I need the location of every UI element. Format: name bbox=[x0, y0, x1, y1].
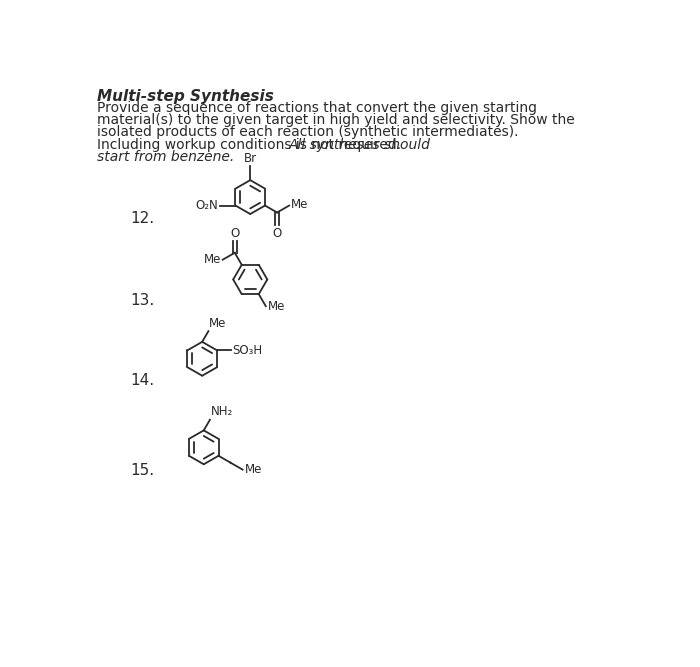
Text: SO₃H: SO₃H bbox=[232, 344, 262, 357]
Text: NH₂: NH₂ bbox=[211, 405, 233, 418]
Text: Br: Br bbox=[244, 151, 257, 165]
Text: 12.: 12. bbox=[130, 211, 154, 226]
Text: Me: Me bbox=[268, 300, 286, 313]
Text: O: O bbox=[272, 227, 281, 240]
Text: Me: Me bbox=[209, 317, 227, 329]
Text: Including workup conditions is not required.: Including workup conditions is not requi… bbox=[97, 138, 405, 152]
Text: material(s) to the given target in high yield and selectivity. Show the: material(s) to the given target in high … bbox=[97, 113, 575, 127]
Text: O: O bbox=[230, 227, 239, 239]
Text: 14.: 14. bbox=[130, 374, 154, 388]
Text: Provide a sequence of reactions that convert the given starting: Provide a sequence of reactions that con… bbox=[97, 101, 537, 115]
Text: 15.: 15. bbox=[130, 463, 154, 478]
Text: Me: Me bbox=[245, 463, 262, 476]
Text: O₂N: O₂N bbox=[196, 199, 218, 212]
Text: Multi-step Synthesis: Multi-step Synthesis bbox=[97, 89, 274, 103]
Text: Me: Me bbox=[204, 253, 221, 266]
Text: isolated products of each reaction (synthetic intermediates).: isolated products of each reaction (synt… bbox=[97, 125, 518, 139]
Text: 13.: 13. bbox=[130, 293, 155, 308]
Text: Me: Me bbox=[290, 198, 308, 211]
Text: start from benzene.: start from benzene. bbox=[97, 150, 234, 164]
Text: All syntheses should: All syntheses should bbox=[289, 138, 431, 152]
